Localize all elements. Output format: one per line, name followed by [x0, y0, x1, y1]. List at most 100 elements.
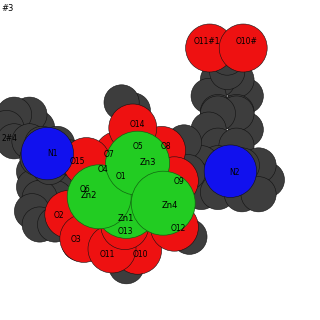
Circle shape [191, 112, 226, 147]
Circle shape [43, 154, 78, 189]
Text: O4: O4 [98, 165, 108, 174]
Circle shape [16, 169, 52, 204]
Circle shape [228, 78, 263, 114]
Circle shape [94, 131, 142, 179]
Circle shape [67, 165, 131, 229]
Circle shape [52, 140, 87, 175]
Text: O11: O11 [100, 250, 115, 259]
Circle shape [200, 174, 236, 210]
Circle shape [138, 126, 186, 174]
Circle shape [171, 155, 206, 190]
Circle shape [16, 154, 52, 189]
Circle shape [40, 126, 75, 162]
Circle shape [22, 180, 57, 215]
Circle shape [172, 219, 207, 254]
Circle shape [131, 171, 195, 235]
Text: O15: O15 [70, 157, 85, 166]
Text: O5: O5 [133, 142, 144, 151]
Circle shape [114, 226, 162, 274]
Text: O10#: O10# [236, 37, 258, 46]
Circle shape [62, 138, 110, 186]
Circle shape [12, 97, 47, 132]
Circle shape [210, 54, 245, 90]
Circle shape [224, 177, 260, 212]
Circle shape [191, 78, 226, 114]
Circle shape [219, 94, 254, 130]
Circle shape [224, 148, 260, 183]
Circle shape [45, 190, 93, 238]
Circle shape [228, 112, 263, 147]
Circle shape [60, 214, 108, 262]
Circle shape [200, 128, 236, 163]
Text: Zn4: Zn4 [162, 201, 179, 210]
Circle shape [114, 126, 162, 174]
Circle shape [184, 146, 219, 181]
Text: N2: N2 [229, 168, 239, 177]
Circle shape [175, 160, 211, 195]
Text: #3: #3 [2, 4, 14, 13]
Circle shape [200, 62, 236, 98]
Circle shape [43, 169, 78, 204]
Circle shape [20, 140, 55, 176]
Circle shape [166, 125, 202, 160]
Circle shape [209, 160, 244, 195]
Circle shape [200, 96, 236, 131]
Circle shape [109, 154, 157, 202]
Circle shape [44, 140, 79, 176]
Circle shape [204, 145, 257, 197]
Circle shape [241, 148, 276, 183]
Circle shape [94, 174, 158, 238]
Text: O9: O9 [174, 177, 185, 186]
Text: 2#4: 2#4 [2, 134, 18, 143]
Circle shape [241, 177, 276, 212]
Circle shape [0, 110, 24, 146]
Text: Zn3: Zn3 [140, 158, 156, 167]
Text: Zn2: Zn2 [81, 191, 97, 200]
Circle shape [37, 180, 73, 215]
Text: N1: N1 [48, 149, 58, 158]
Circle shape [106, 131, 170, 195]
Circle shape [37, 207, 73, 242]
Circle shape [24, 126, 60, 162]
Text: Zn1: Zn1 [117, 214, 134, 223]
Circle shape [210, 40, 245, 75]
Text: O6: O6 [79, 185, 90, 194]
Circle shape [32, 149, 67, 185]
Text: O2: O2 [54, 211, 65, 220]
Circle shape [88, 225, 136, 273]
Circle shape [62, 226, 97, 261]
Circle shape [21, 127, 74, 180]
Circle shape [219, 62, 254, 98]
Circle shape [219, 96, 254, 131]
Circle shape [30, 177, 65, 212]
Circle shape [216, 162, 251, 197]
Circle shape [184, 174, 219, 210]
Circle shape [0, 97, 32, 132]
Circle shape [45, 194, 80, 229]
Circle shape [200, 94, 236, 130]
Circle shape [219, 24, 267, 72]
Text: O10: O10 [133, 250, 148, 259]
Circle shape [109, 249, 144, 284]
Circle shape [20, 110, 55, 146]
Circle shape [249, 162, 284, 197]
Circle shape [101, 202, 149, 250]
Circle shape [115, 93, 150, 128]
Text: O13: O13 [118, 227, 133, 236]
Circle shape [58, 194, 93, 229]
Circle shape [86, 146, 134, 194]
Circle shape [12, 124, 47, 159]
Circle shape [104, 85, 139, 120]
Text: O3: O3 [71, 236, 82, 244]
Circle shape [150, 203, 198, 251]
Circle shape [69, 165, 117, 213]
Text: O12: O12 [171, 224, 186, 233]
Circle shape [109, 104, 157, 152]
Circle shape [30, 146, 65, 181]
Text: O7: O7 [104, 150, 115, 159]
Circle shape [200, 146, 236, 181]
Text: O14: O14 [130, 120, 145, 129]
Text: O1: O1 [115, 172, 126, 181]
Circle shape [0, 124, 32, 159]
Circle shape [219, 128, 254, 163]
